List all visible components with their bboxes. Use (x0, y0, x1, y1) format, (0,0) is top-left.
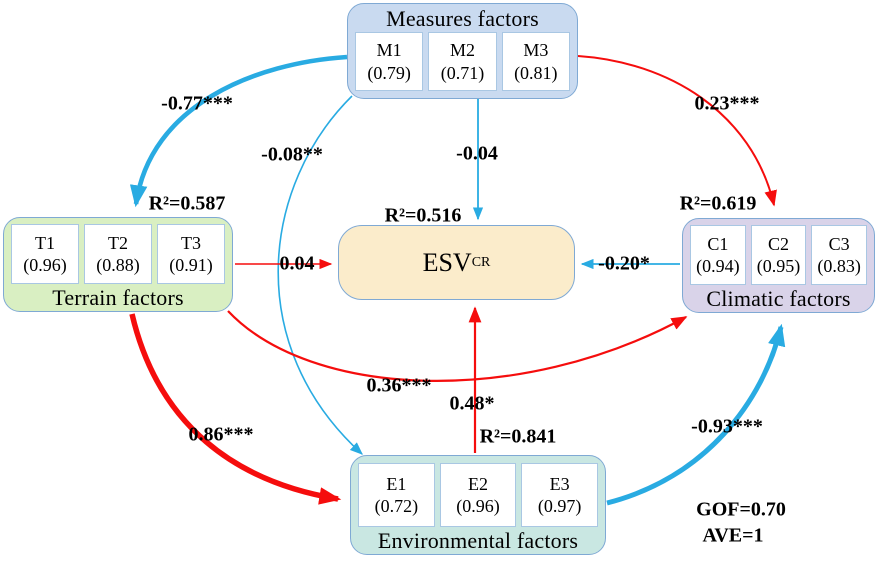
coef-measures-climatic: 0.23*** (694, 92, 760, 115)
r2-terrain: R²=0.587 (148, 192, 226, 215)
coef-environmental-climatic: -0.93*** (691, 415, 763, 438)
indicator-loading: (0.94) (696, 256, 740, 276)
indicator-name: C1 (707, 233, 729, 254)
indicator-m3: M3 (0.81) (501, 32, 570, 91)
coef-measures-esv: -0.04 (456, 142, 498, 165)
measures-factors-box: Measures factors M1 (0.79) M2 (0.71) M3 … (347, 3, 578, 99)
indicator-m1: M1 (0.79) (355, 32, 424, 91)
indicator-loading: (0.81) (514, 62, 558, 83)
r2-environmental: R²=0.841 (479, 425, 557, 448)
climatic-factors-box: C1 (0.94) C2 (0.95) C3 (0.83) Climatic f… (682, 218, 875, 313)
path-measures-to-climatic (577, 55, 777, 207)
coef-measures-terrain: -0.77*** (161, 92, 233, 115)
indicator-loading: (0.88) (96, 255, 140, 275)
indicator-m2: M2 (0.71) (428, 32, 497, 91)
indicator-name: M3 (523, 40, 549, 60)
indicator-name: T1 (35, 232, 55, 253)
climatic-indicators: C1 (0.94) C2 (0.95) C3 (0.83) (683, 225, 874, 285)
indicator-loading: (0.72) (374, 496, 419, 516)
indicator-loading: (0.83) (817, 256, 861, 276)
terrain-factors-box: T1 (0.96) T2 (0.88) T3 (0.91) Terrain fa… (3, 217, 233, 312)
indicator-name: T3 (181, 232, 201, 253)
path-environmental-to-climatic (606, 323, 786, 506)
indicator-c2: C2 (0.95) (750, 225, 807, 285)
r2-esv: R²=0.516 (384, 204, 462, 227)
indicator-name: C3 (828, 233, 850, 254)
indicator-c1: C1 (0.94) (690, 225, 746, 285)
indicator-c3: C3 (0.83) (811, 225, 868, 285)
indicator-name: C2 (768, 233, 790, 254)
terrain-indicators: T1 (0.96) T2 (0.88) T3 (0.91) (4, 224, 232, 284)
path-measures-to-terrain (129, 54, 348, 208)
coef-environmental-esv: 0.48* (449, 392, 495, 415)
esv-subscript: CR (471, 254, 491, 270)
indicator-loading: (0.97) (537, 496, 582, 516)
coef-climatic-esv: -0.20* (598, 252, 650, 275)
terrain-factors-title: Terrain factors (52, 285, 184, 310)
environmental-factors-title: Environmental factors (377, 528, 579, 553)
indicator-name: E1 (386, 473, 407, 494)
indicator-e1: E1 (0.72) (358, 463, 435, 527)
indicator-name: T2 (108, 232, 128, 253)
indicator-loading: (0.91) (169, 255, 213, 275)
indicator-name: M1 (376, 40, 402, 60)
indicator-loading: (0.71) (440, 62, 485, 83)
indicator-name: M2 (449, 40, 475, 60)
indicator-loading: (0.96) (456, 496, 500, 516)
indicator-e3: E3 (0.97) (521, 463, 599, 527)
esv-label: ESV (422, 247, 472, 277)
coef-terrain-climatic: 0.36*** (366, 374, 432, 397)
esv-cr-box: ESV CR (338, 225, 575, 300)
climatic-factors-title: Climatic factors (706, 286, 851, 311)
path-terrain-to-climatic (227, 310, 688, 382)
indicator-e2: E2 (0.96) (439, 463, 517, 527)
environmental-factors-box: E1 (0.72) E2 (0.96) E3 (0.97) Environmen… (350, 455, 606, 555)
indicator-loading: (0.79) (367, 62, 411, 83)
measures-factors-title: Measures factors (386, 6, 539, 31)
measures-indicators: M1 (0.79) M2 (0.71) M3 (0.81) (348, 32, 577, 91)
ave-stat: AVE=1 (702, 524, 764, 547)
r2-climatic: R²=0.619 (679, 192, 757, 215)
indicator-loading: (0.96) (23, 255, 67, 275)
indicator-t2: T2 (0.88) (84, 224, 152, 284)
coef-measures-environmental: -0.08** (261, 143, 323, 166)
indicator-name: E2 (468, 473, 488, 494)
indicator-name: E3 (549, 473, 570, 494)
coef-terrain-environmental: 0.86*** (188, 423, 254, 446)
coef-terrain-esv: 0.04 (279, 252, 315, 275)
gof-stat: GOF=0.70 (696, 498, 786, 521)
indicator-t1: T1 (0.96) (11, 224, 79, 284)
path-measures-to-environmental (277, 95, 363, 455)
indicator-loading: (0.95) (756, 256, 801, 276)
path-terrain-to-environmental (129, 313, 342, 505)
environmental-indicators: E1 (0.72) E2 (0.96) E3 (0.97) (351, 463, 605, 527)
indicator-t3: T3 (0.91) (157, 224, 225, 284)
